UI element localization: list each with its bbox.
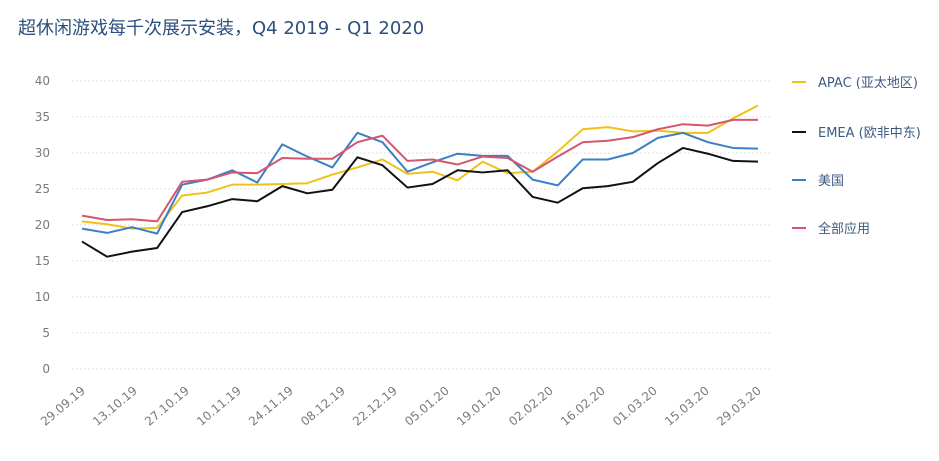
y-tick-label: 30 bbox=[35, 146, 50, 160]
legend-label: EMEA (欧非中东) bbox=[818, 126, 921, 141]
legend-label: APAC (亚太地区) bbox=[818, 76, 918, 91]
legend-item: 全部应用 bbox=[792, 218, 870, 237]
x-tick-label: 29.03.20 bbox=[714, 384, 764, 429]
legend-item: EMEA (欧非中东) bbox=[792, 122, 921, 141]
series-line-0 bbox=[81, 104, 759, 230]
legend-swatch bbox=[792, 130, 806, 133]
x-tick-label: 05.01.20 bbox=[402, 384, 452, 429]
series-line-3 bbox=[81, 118, 758, 223]
series-line-1 bbox=[81, 146, 759, 258]
x-tick-label: 27.10.19 bbox=[142, 384, 192, 429]
x-tick-label: 19.01.20 bbox=[454, 384, 504, 429]
x-tick-label: 15.03.20 bbox=[662, 384, 712, 429]
x-tick-label: 10.11.19 bbox=[194, 384, 244, 429]
x-tick-label: 02.02.20 bbox=[506, 384, 556, 429]
legend-label: 全部应用 bbox=[818, 222, 871, 237]
x-tick-label: 29.09.19 bbox=[38, 384, 88, 429]
x-tick-label: 22.12.19 bbox=[350, 384, 400, 429]
legend-swatch bbox=[792, 226, 806, 229]
y-tick-label: 20 bbox=[35, 218, 50, 232]
legend-item: APAC (亚太地区) bbox=[792, 72, 918, 91]
chart-title: 超休闲游戏每千次展示安装，Q4 2019 - Q1 2020 bbox=[18, 18, 425, 39]
y-tick-label: 5 bbox=[42, 326, 50, 340]
y-tick-label: 0 bbox=[42, 362, 50, 376]
y-tick-label: 10 bbox=[35, 290, 50, 304]
y-tick-label: 35 bbox=[35, 110, 50, 124]
x-tick-label: 13.10.19 bbox=[90, 384, 140, 429]
x-tick-label: 01.03.20 bbox=[610, 384, 660, 429]
x-tick-label: 08.12.19 bbox=[298, 384, 348, 429]
y-tick-label: 15 bbox=[35, 254, 50, 268]
legend-label: 美国 bbox=[818, 174, 845, 189]
legend-swatch bbox=[792, 178, 806, 181]
series-line-2 bbox=[81, 131, 759, 235]
y-tick-label: 40 bbox=[35, 74, 50, 88]
legend-swatch bbox=[792, 80, 806, 83]
x-tick-label: 24.11.19 bbox=[246, 384, 296, 429]
x-tick-label: 16.02.20 bbox=[558, 384, 608, 429]
legend-item: 美国 bbox=[792, 170, 844, 189]
y-tick-label: 25 bbox=[35, 182, 50, 196]
